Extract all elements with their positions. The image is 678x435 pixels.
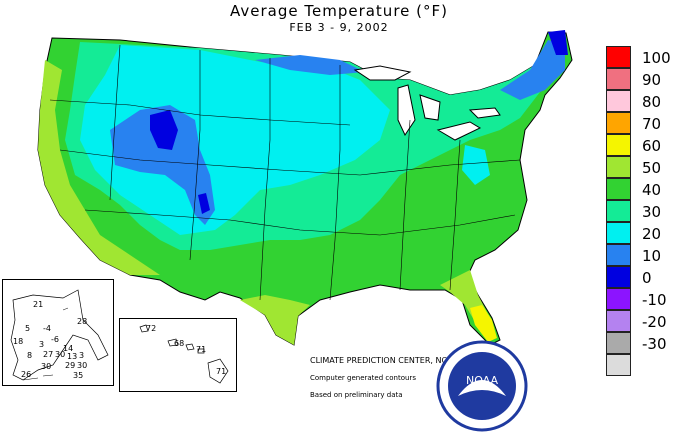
legend-row: -20	[606, 310, 678, 332]
hawaii-map	[139, 324, 229, 384]
zone-10-maine	[500, 40, 565, 100]
legend-swatch	[606, 200, 631, 222]
alaska-islands	[22, 307, 69, 381]
legend-row: 50	[606, 156, 678, 178]
ak-value-11: 30	[55, 350, 66, 359]
ak-value-7: 3	[39, 340, 45, 349]
legend-label: 30	[642, 203, 662, 221]
legend-label: -20	[642, 313, 667, 331]
ak-value-13: 3	[79, 351, 85, 360]
legend-label: 90	[642, 71, 662, 89]
legend-label: 10	[642, 247, 662, 265]
legend-label: 80	[642, 93, 662, 111]
legend-row: 20	[606, 222, 678, 244]
legend-label: 0	[642, 269, 652, 287]
great-lakes	[353, 65, 501, 141]
title-text: Average Temperature (	[230, 2, 424, 20]
legend-swatch	[606, 46, 631, 68]
legend-row: 70	[606, 112, 678, 134]
legend-row: 80	[606, 90, 678, 112]
legend-row	[606, 354, 678, 376]
legend-row: 40	[606, 178, 678, 200]
ak-value-15: 30	[77, 361, 88, 370]
legend-swatch	[606, 354, 631, 376]
legend-swatch	[606, 112, 631, 134]
ak-value-5: -6	[51, 335, 59, 344]
ak-value-14: 29	[65, 361, 76, 370]
legend-row: 30	[606, 200, 678, 222]
state-borders	[49, 44, 521, 301]
noaa-bird-icon	[458, 380, 506, 396]
legend-label: 60	[642, 137, 662, 155]
hi-value-2: 68	[174, 339, 185, 348]
legend-swatch	[606, 244, 631, 266]
alaska-outline	[10, 289, 109, 381]
ak-value-18: 35	[73, 371, 84, 380]
zone-50-west	[38, 60, 160, 275]
zone-10	[110, 105, 215, 225]
ak-value-12: 13	[67, 352, 78, 361]
legend-label: 70	[642, 115, 662, 133]
hi-value-3: 71	[196, 345, 207, 354]
zone-0	[150, 110, 178, 150]
hawaii-inset: 72 68 71 71	[119, 318, 237, 392]
noaa-logo: NOAA	[436, 340, 528, 432]
ak-value-4: -4	[43, 324, 51, 333]
zone-20	[80, 45, 390, 235]
legend-label: 20	[642, 225, 662, 243]
title-unit: °F)	[423, 2, 448, 20]
legend-swatch	[606, 222, 631, 244]
legend-swatch	[606, 134, 631, 156]
zone-20-northeast	[462, 145, 490, 185]
ak-value-9: 8	[27, 351, 33, 360]
legend-swatch	[606, 156, 631, 178]
legend-swatch	[606, 68, 631, 90]
legend-row: -30	[606, 332, 678, 354]
legend-swatch	[606, 90, 631, 112]
legend-swatch	[606, 178, 631, 200]
legend-row: 0	[606, 266, 678, 288]
zone-0-maine	[548, 30, 568, 55]
ak-value-3: 5	[25, 324, 31, 333]
legend-label: 100	[642, 49, 671, 67]
alaska-map	[10, 289, 109, 381]
map-subtitle: FEB 3 - 9, 2002	[289, 21, 389, 34]
hawaii-islands	[139, 324, 229, 384]
legend-swatch	[606, 266, 631, 288]
zone-60-florida	[470, 305, 497, 342]
legend-row: 60	[606, 134, 678, 156]
ak-value-1: 21	[33, 300, 44, 309]
map-title: Average Temperature (°F)	[0, 2, 678, 20]
legend-label: 40	[642, 181, 662, 199]
legend-swatch	[606, 288, 631, 310]
credit-line-1: CLIMATE PREDICTION CENTER, NOAA	[310, 356, 459, 365]
legend-row: 100	[606, 46, 678, 68]
credit-line-2: Computer generated contours	[310, 374, 416, 382]
zone-50-gulf	[240, 295, 310, 345]
legend-label: -10	[642, 291, 667, 309]
legend-row: -10	[606, 288, 678, 310]
zone-10-north	[255, 55, 365, 75]
legend-label: -30	[642, 335, 667, 353]
legend-swatch	[606, 332, 631, 354]
ak-value-16: 26	[21, 370, 32, 379]
zone-0-small	[198, 193, 210, 214]
legend-row: 10	[606, 244, 678, 266]
noaa-logo-text: NOAA	[466, 374, 499, 387]
alaska-inset: 21 28 5 -4 -6 18 3 14 8 27 30 13 3 29 30…	[2, 279, 114, 386]
legend-label: 50	[642, 159, 662, 177]
ak-value-10: 27	[43, 350, 54, 359]
legend-swatch	[606, 310, 631, 332]
ak-value-8: 14	[63, 344, 74, 353]
hi-value-4: 71	[216, 367, 227, 376]
credit-line-3: Based on preliminary data	[310, 391, 403, 399]
temperature-legend: 100 90 80 70 60 50 40 30 20 10 0 -10 -20 -30	[606, 46, 678, 376]
ak-value-2: 28	[77, 317, 88, 326]
ak-value-6: 18	[13, 337, 24, 346]
ak-value-17: 30	[41, 362, 52, 371]
legend-row: 90	[606, 68, 678, 90]
temperature-map	[37, 30, 573, 346]
hi-value-1: 72	[146, 324, 157, 333]
